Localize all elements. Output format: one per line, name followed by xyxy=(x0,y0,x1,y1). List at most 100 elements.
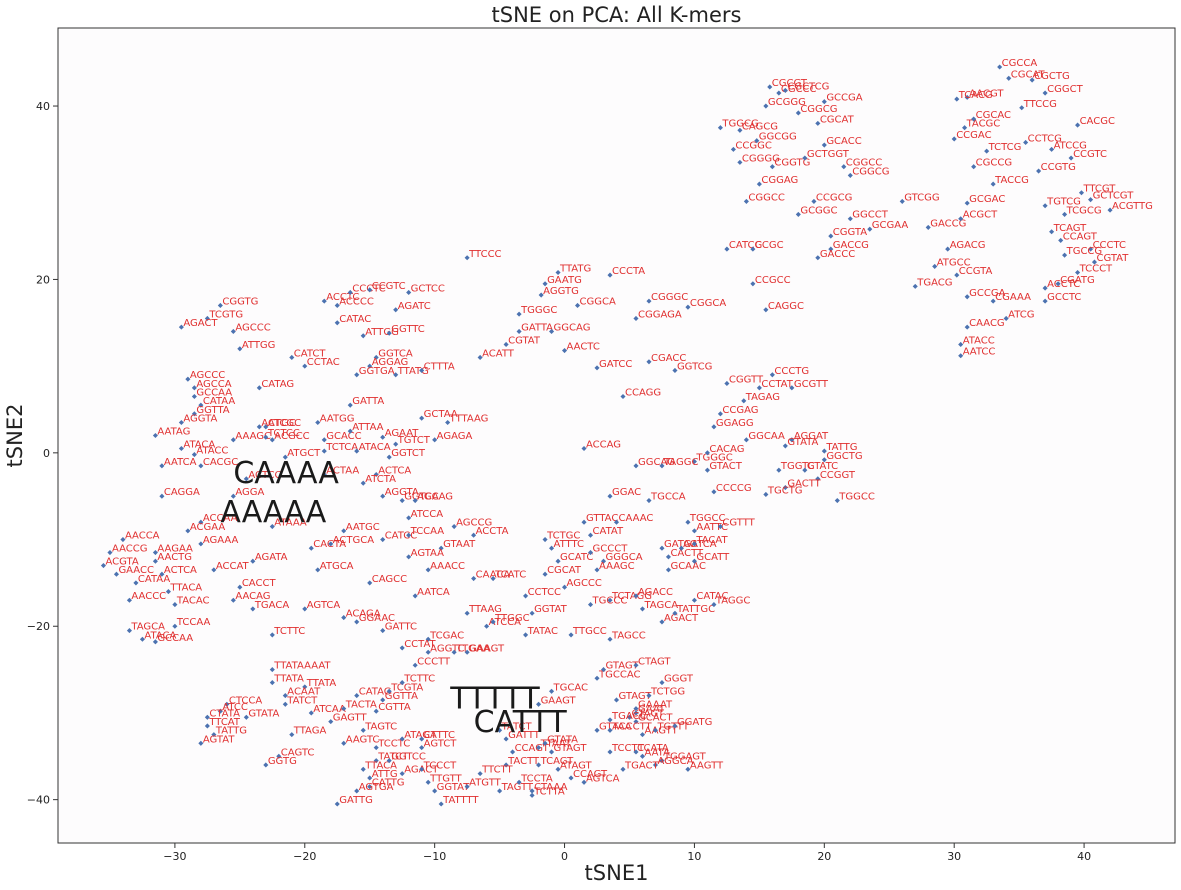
kmer-point xyxy=(828,233,834,239)
kmer-point xyxy=(620,766,626,772)
kmer-point xyxy=(626,714,633,720)
kmer-label: ATAGT xyxy=(560,760,592,771)
kmer-label: GGAAC xyxy=(359,613,395,624)
kmer-label: ACCAG xyxy=(586,440,621,451)
kmer-point xyxy=(1023,139,1029,145)
kmer-point xyxy=(178,324,184,330)
kmer-label: CTCCA xyxy=(229,695,262,706)
kmer-label: GAAGT xyxy=(541,695,577,706)
kmer-label: GATCA xyxy=(683,539,716,550)
kmer-label: CTAAA xyxy=(534,782,568,793)
kmer-label: TCAGT xyxy=(1053,223,1088,234)
kmer-point xyxy=(191,393,197,400)
kmer-label: AGGTA xyxy=(183,413,217,424)
kmer-point xyxy=(432,437,438,443)
y-tick-label: 40 xyxy=(36,100,50,113)
kmer-label: TAGCC xyxy=(611,630,646,641)
kmer-label: AGCAG xyxy=(417,492,453,503)
kmer-point xyxy=(607,727,613,733)
kmer-point xyxy=(646,693,652,699)
kmer-point xyxy=(198,463,204,469)
kmer-label: TCTAGG xyxy=(611,591,652,602)
kmer-label: TTCCC xyxy=(468,249,501,260)
kmer-label: ATCAA xyxy=(313,704,346,715)
kmer-point xyxy=(685,304,691,310)
kmer-point xyxy=(191,452,197,458)
kmer-label: GATTT xyxy=(508,730,541,741)
kmer-label: CAGGC xyxy=(768,301,804,312)
kmer-label: GACCC xyxy=(820,249,855,260)
kmer-label: GCGTT xyxy=(794,379,829,390)
kmer-label: CGGGC xyxy=(651,292,688,303)
kmer-label: GTCGG xyxy=(904,192,939,203)
kmer-point xyxy=(594,567,600,573)
kmer-label: CAACG xyxy=(969,318,1005,329)
kmer-label: ATTGG xyxy=(242,340,276,351)
kmer-label: CATCC xyxy=(385,531,418,542)
kmer-point xyxy=(406,289,412,295)
kmer-point xyxy=(289,732,295,738)
kmer-label: CGTTT xyxy=(722,518,755,529)
kmer-point xyxy=(834,497,840,504)
kmer-label: CGCAT xyxy=(547,565,582,576)
kmer-label: AAACC xyxy=(430,561,465,572)
kmer-label: CGCCA xyxy=(1002,58,1038,69)
kmer-point xyxy=(399,771,405,777)
kmer-label: ATCG xyxy=(1008,309,1034,320)
kmer-point xyxy=(659,463,665,469)
kmer-point xyxy=(393,307,399,313)
kmer-point xyxy=(321,448,327,454)
kmer-point xyxy=(191,385,197,391)
kmer-label: GACCG xyxy=(930,218,966,229)
kmer-label: CGAAA xyxy=(995,292,1031,303)
kmer-point xyxy=(334,801,340,807)
kmer-label: AACCC xyxy=(131,591,166,602)
kmer-point xyxy=(633,749,639,755)
kmer-label: GCCAA xyxy=(157,633,193,644)
kmer-label: TCTCC xyxy=(267,428,300,439)
kmer-label: GCGGG xyxy=(768,97,806,108)
kmer-label: TTGAA xyxy=(455,643,490,654)
kmer-label: AATCA xyxy=(164,457,197,468)
kmer-point xyxy=(847,216,853,222)
kmer-label: ATTGG xyxy=(365,327,399,338)
kmer-point xyxy=(607,636,613,642)
kmer-point xyxy=(607,749,613,755)
kmer-label: CGGGG xyxy=(742,153,780,164)
y-tick-label: −20 xyxy=(27,620,50,633)
kmer-point xyxy=(568,775,574,781)
kmer-label: AATAG xyxy=(157,427,190,438)
kmer-label: TCCCT xyxy=(423,760,457,771)
kmer-point xyxy=(523,632,529,638)
kmer-point xyxy=(256,424,262,430)
kmer-point xyxy=(204,315,210,321)
kmer-label: GTAGT xyxy=(554,743,588,754)
kmer-label: TAGGC xyxy=(715,596,750,607)
kmer-point xyxy=(672,723,678,729)
kmer-point xyxy=(587,532,594,538)
kmer-point xyxy=(600,667,607,673)
kmer-label: GCATC xyxy=(560,552,593,563)
kmer-label: ACCAA xyxy=(203,513,238,524)
kmer-label: CCGAC xyxy=(956,130,991,141)
kmer-label: CATAA xyxy=(203,396,235,407)
kmer-label: GCTCGT xyxy=(1093,191,1135,202)
kmer-label: AGTCA xyxy=(586,773,620,784)
kmer-label: AGGCA xyxy=(657,756,693,767)
kmer-point xyxy=(782,484,788,491)
highlighted-kmer-label: CATTT xyxy=(474,705,568,740)
kmer-label: CATTG xyxy=(372,778,405,789)
kmer-label: TATCT xyxy=(377,752,409,763)
x-tick-label: 30 xyxy=(947,850,961,863)
kmer-label: ACTAA xyxy=(326,466,359,477)
kmer-label: AATGG xyxy=(320,413,355,424)
kmer-point xyxy=(159,493,165,499)
highlighted-kmer-label: TTTTT xyxy=(449,682,540,717)
kmer-label: CGCAT xyxy=(820,114,855,125)
kmer-label: GTAAT xyxy=(443,539,476,550)
kmer-label: GCGAA xyxy=(872,220,909,231)
kmer-label: GCTCC xyxy=(411,283,445,294)
kmer-label: GGTTA xyxy=(385,691,418,702)
kmer-label: ACCCTT xyxy=(612,721,653,732)
kmer-label: GGAGG xyxy=(716,418,754,429)
